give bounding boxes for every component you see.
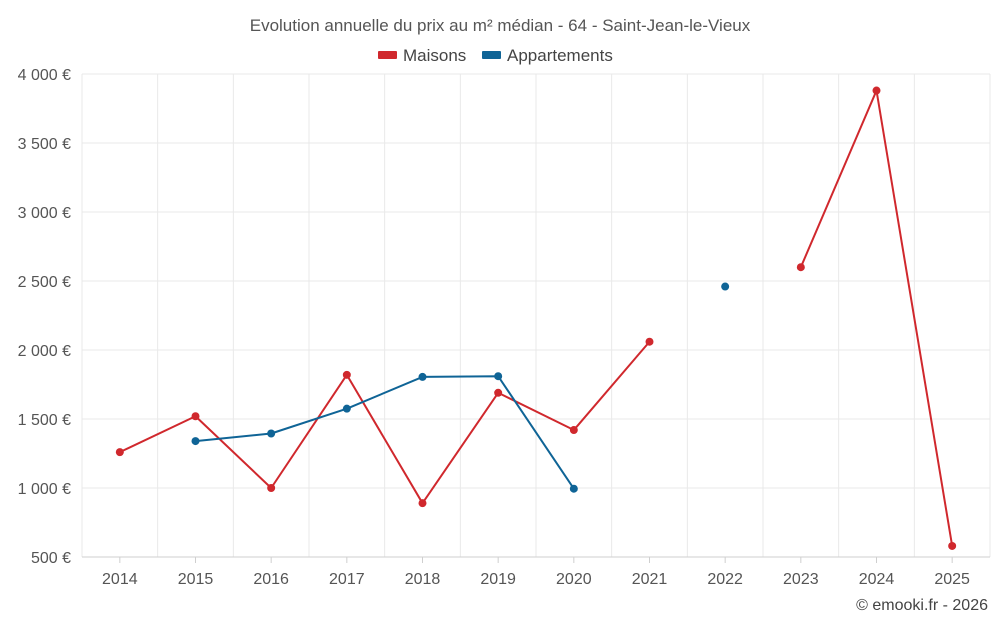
series-maisons (115, 86, 957, 550)
x-tick-label: 2019 (480, 571, 516, 588)
x-tick-label: 2025 (934, 571, 970, 588)
y-tick-label: 2 000 € (18, 343, 71, 360)
series-line-appartements (195, 375, 575, 490)
x-tick-label: 2023 (783, 571, 819, 588)
data-point-maisons-2019[interactable] (494, 388, 503, 397)
series (115, 86, 957, 550)
data-point-maisons-2021[interactable] (645, 337, 654, 346)
legend-label-appartements: Appartements (507, 46, 613, 65)
y-tick-label: 4 000 € (18, 67, 71, 84)
legend-swatch-maisons (378, 51, 397, 59)
axes: 500 € 1 000 € 1 500 € 2 000 € 2 500 € 3 000 €… (18, 67, 990, 588)
x-tick-label: 2015 (178, 571, 214, 588)
data-point-maisons-2018[interactable] (418, 499, 427, 508)
series-appartements (191, 282, 730, 493)
legend-item-maisons[interactable]: Maisons (378, 46, 466, 65)
x-tick-label: 2021 (632, 571, 668, 588)
data-point-maisons-2014[interactable] (115, 448, 124, 457)
credit-text: © emooki.fr - 2026 (856, 597, 988, 614)
series-line-maisons (799, 89, 954, 547)
y-tick-label: 2 500 € (18, 274, 71, 291)
x-tick-label: 2014 (102, 571, 138, 588)
data-point-maisons-2024[interactable] (872, 86, 881, 95)
data-point-appartements-2015[interactable] (191, 437, 200, 446)
grid (81, 73, 991, 558)
chart-title: Evolution annuelle du prix au m² médian … (250, 16, 751, 35)
x-tick-label: 2024 (859, 571, 895, 588)
y-tick-label: 1 500 € (18, 412, 71, 429)
legend-item-appartements[interactable]: Appartements (482, 46, 613, 65)
data-point-maisons-2016[interactable] (267, 484, 276, 492)
y-tick-label: 500 € (31, 550, 71, 567)
data-point-maisons-2025[interactable] (948, 541, 957, 550)
data-point-appartements-2020[interactable] (569, 484, 578, 493)
x-tick-label: 2018 (405, 571, 441, 588)
data-point-maisons-2017[interactable] (342, 370, 351, 379)
data-point-appartements-2017[interactable] (342, 404, 351, 413)
legend-label-maisons: Maisons (403, 46, 466, 65)
data-point-appartements-2016[interactable] (267, 429, 276, 438)
data-point-maisons-2023[interactable] (796, 263, 805, 272)
data-point-appartements-2019[interactable] (494, 372, 503, 381)
legend-swatch-appartements (482, 51, 501, 59)
x-tick-label: 2020 (556, 571, 592, 588)
data-point-appartements-2022[interactable] (721, 282, 730, 291)
data-point-appartements-2018[interactable] (418, 372, 427, 381)
data-point-maisons-2015[interactable] (191, 412, 200, 421)
x-tick-label: 2016 (253, 571, 289, 588)
y-tick-label: 1 000 € (18, 481, 71, 498)
y-tick-label: 3 000 € (18, 205, 71, 222)
data-point-maisons-2020[interactable] (569, 426, 578, 435)
legend: Maisons Appartements (378, 46, 613, 65)
y-tick-label: 3 500 € (18, 136, 71, 153)
x-tick-label: 2022 (707, 571, 743, 588)
x-tick-label: 2017 (329, 571, 365, 588)
series-line-maisons (119, 341, 651, 505)
